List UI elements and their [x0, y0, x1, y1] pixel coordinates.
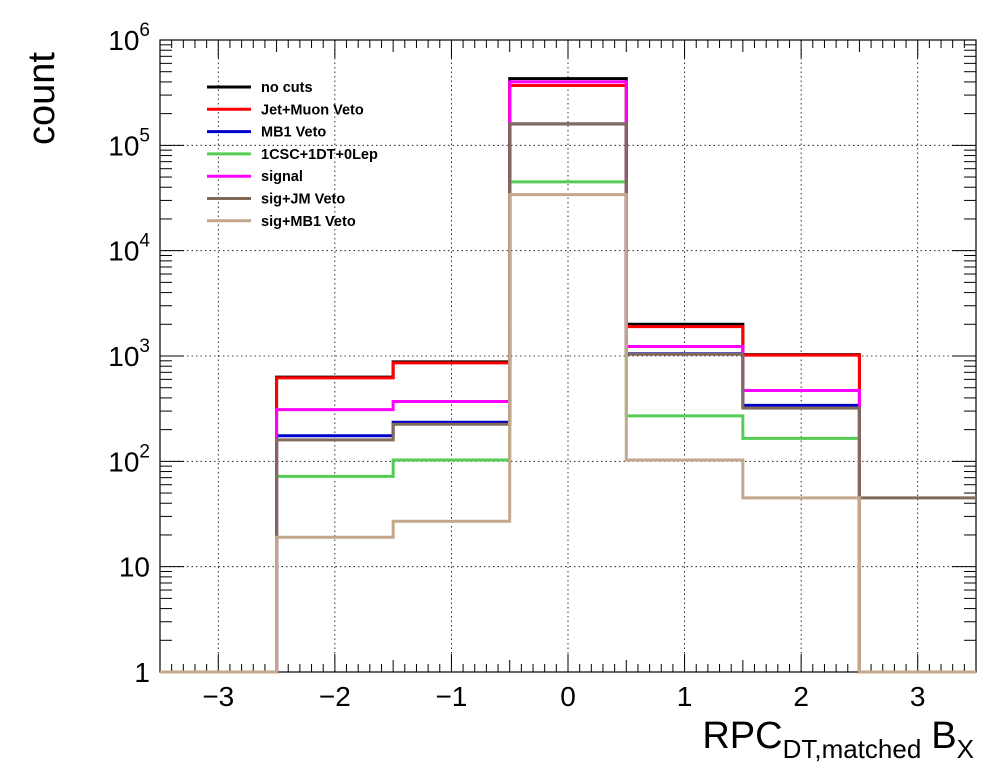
x-axis-title-main: RPC: [702, 715, 782, 757]
histogram-line-4: [160, 80, 976, 674]
x-axis-title-suffix-subscript: X: [957, 734, 974, 764]
histogram-line-6: [160, 193, 976, 674]
y-tick-base: 10: [108, 25, 139, 56]
histogram-line-1: [160, 83, 976, 674]
x-tick-labels: −3 −2 −1 0 1 2 3: [202, 681, 925, 712]
y-tick-exponent: 4: [139, 231, 150, 252]
x-tick-label: 1: [677, 681, 693, 712]
y-tick-base: 10: [108, 341, 139, 372]
histogram-line-3: [160, 180, 976, 674]
y-tick-base: 10: [119, 552, 150, 583]
y-tick-exponent: 6: [139, 20, 150, 41]
legend-label: sig+JM Veto: [261, 192, 345, 208]
x-axis-title-suffix: B: [931, 715, 956, 757]
y-tick-label: 102: [108, 441, 150, 477]
y-tick-label: 104: [108, 231, 150, 267]
y-tick-label: 1: [134, 657, 150, 688]
y-tick-exponent: 3: [139, 336, 150, 357]
x-tick-label: 0: [560, 681, 576, 712]
legend-label: no cuts: [261, 80, 313, 96]
legend-label: Jet+Muon Veto: [261, 102, 364, 118]
x-tick-label: 2: [793, 681, 809, 712]
legend-label: signal: [261, 169, 303, 185]
x-tick-label: 3: [910, 681, 926, 712]
x-tick-label: −2: [319, 681, 351, 712]
y-tick-label: 103: [108, 336, 150, 372]
x-axis-title: RPCDT,matched BX: [702, 715, 974, 764]
x-axis-title-subscript: DT,matched: [783, 734, 922, 764]
legend: no cuts Jet+Muon Veto MB1 Veto 1CSC+1DT+0Le…: [207, 80, 378, 230]
y-tick-label: 10: [119, 552, 150, 583]
legend-label: 1CSC+1DT+0Lep: [261, 147, 378, 163]
x-tick-label: −3: [202, 681, 234, 712]
y-tick-label: 106: [108, 20, 150, 56]
histogram-line-5: [160, 122, 976, 674]
histogram-line-0: [160, 77, 976, 674]
y-tick-base: 10: [108, 130, 139, 161]
x-tick-label: −1: [435, 681, 467, 712]
y-tick-label: 105: [108, 125, 150, 161]
y-tick-exponent: 2: [139, 441, 150, 462]
histogram-series: [160, 77, 976, 674]
legend-label: sig+MB1 Veto: [261, 214, 356, 230]
axis-ticks: [159, 39, 977, 673]
legend-label: MB1 Veto: [261, 125, 326, 141]
y-axis-title: count: [21, 52, 63, 145]
y-tick-base: 10: [108, 236, 139, 267]
y-tick-exponent: 5: [139, 125, 150, 146]
y-tick-base: 10: [108, 446, 139, 477]
y-tick-base: 1: [134, 657, 150, 688]
